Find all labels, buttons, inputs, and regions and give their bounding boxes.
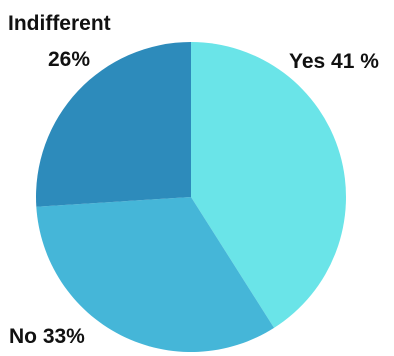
pie-slice-no — [36, 197, 275, 352]
pie-slice-indifferent — [36, 42, 191, 207]
pie-slices — [36, 42, 346, 352]
slice-label-indifferent: Indifferent — [8, 12, 111, 35]
slice-label-no: No 33% — [9, 325, 85, 348]
pie-slice-yes — [191, 42, 346, 328]
slice-label-yes: Yes 41 % — [289, 50, 379, 73]
slice-label-indifferent-percent: 26% — [48, 48, 90, 71]
